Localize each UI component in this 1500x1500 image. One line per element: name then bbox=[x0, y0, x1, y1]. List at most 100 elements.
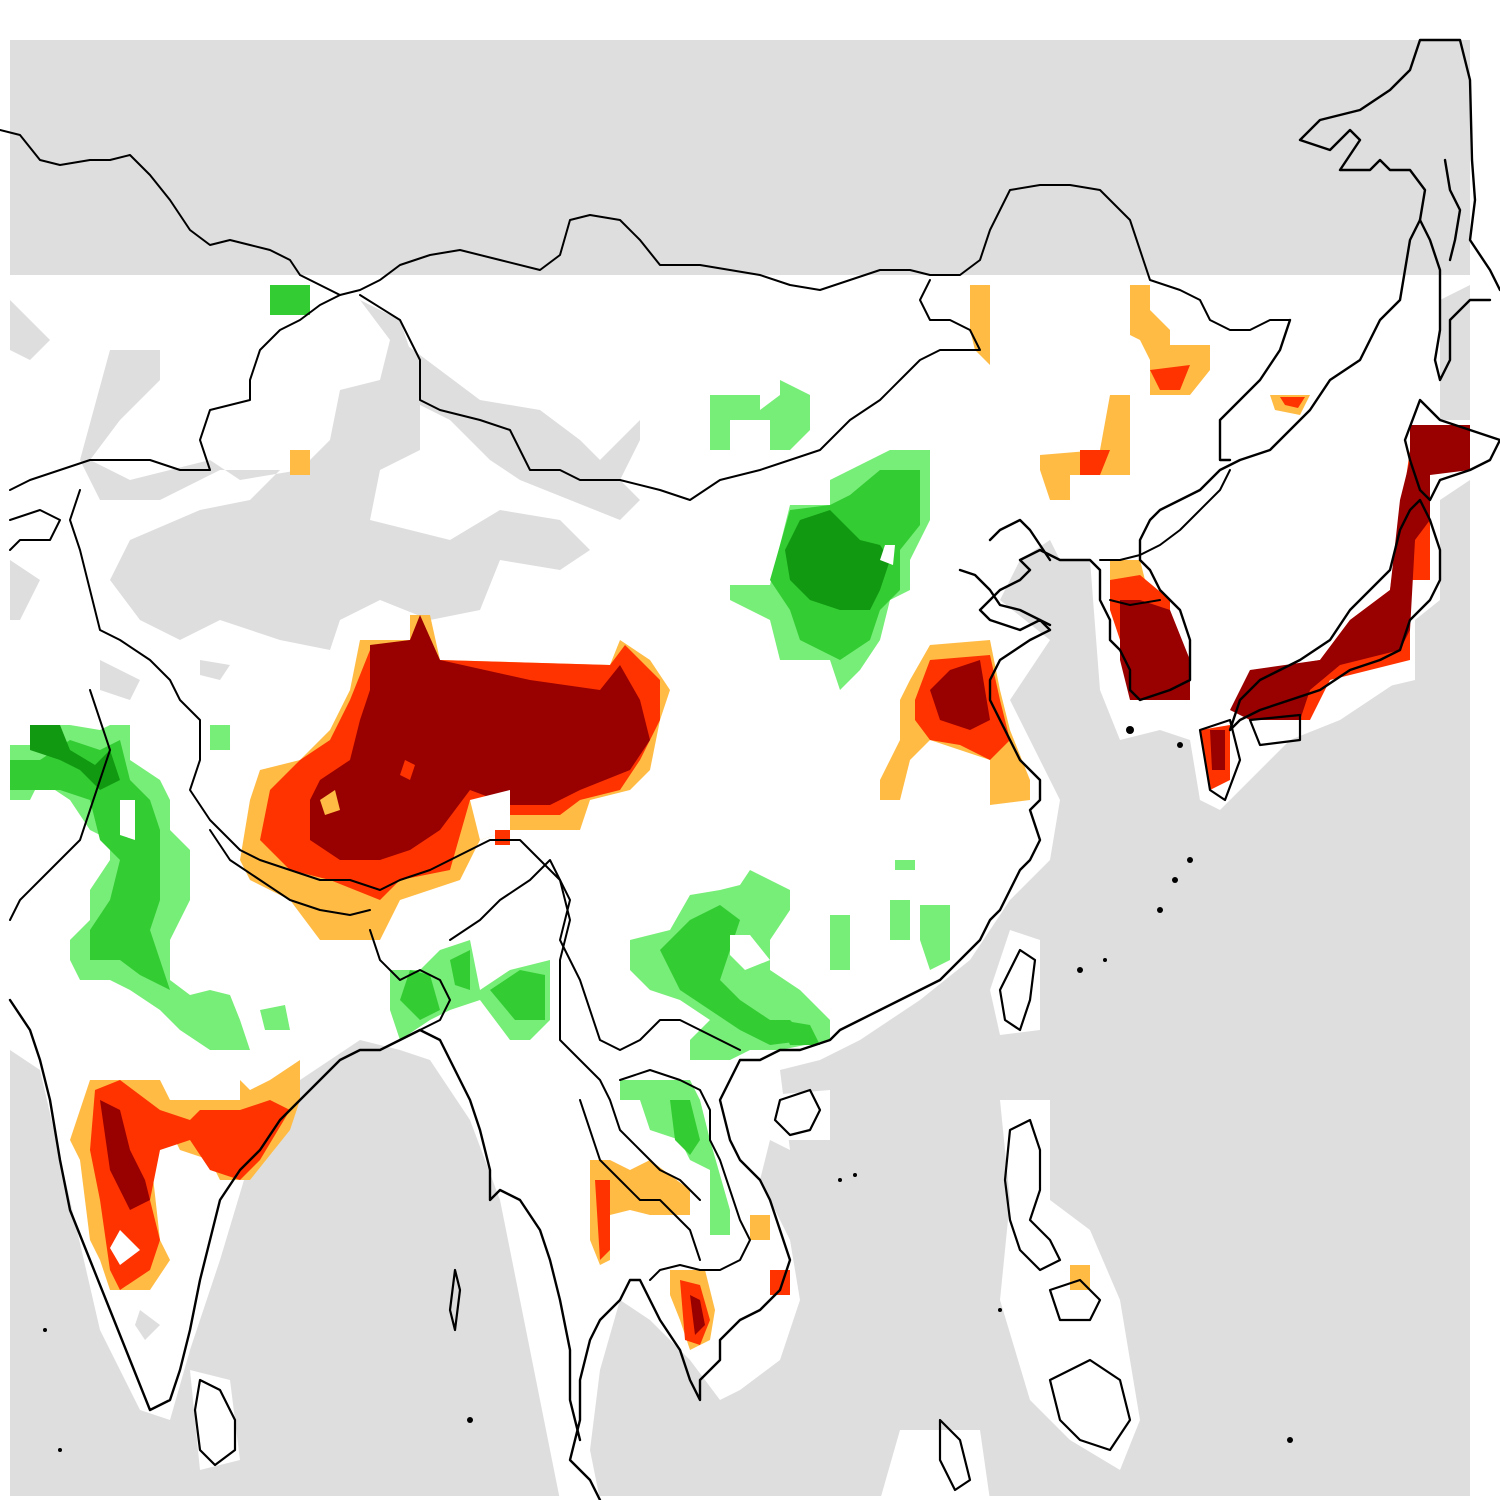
nepal-dry-spot bbox=[495, 830, 510, 845]
north-china-wet-extreme bbox=[785, 510, 890, 610]
andaman-outline bbox=[448, 1268, 462, 1332]
fujian-wet-moderate bbox=[890, 900, 910, 940]
qinghai-missing-left bbox=[10, 300, 50, 360]
sri-lanka-outline bbox=[193, 1378, 237, 1467]
assam-wet-2 bbox=[450, 950, 470, 990]
frame-right bbox=[1470, 0, 1500, 1500]
island-dot bbox=[43, 1328, 47, 1332]
manchuria-dry-severe bbox=[1150, 365, 1190, 390]
frame-left bbox=[0, 0, 10, 1500]
mindanao-outline bbox=[1048, 1358, 1132, 1452]
assam-wet-severe bbox=[400, 970, 440, 1020]
geographic-outlines bbox=[0, 38, 1500, 1500]
thailand-dry-moderate bbox=[590, 1160, 690, 1265]
india-dry-severe bbox=[90, 1080, 290, 1290]
small-islands bbox=[43, 726, 1293, 1452]
island-dot bbox=[1157, 907, 1163, 913]
kyrgyz-wet bbox=[270, 285, 310, 315]
manchuria-dry-moderate bbox=[1130, 285, 1210, 395]
kazakh-border bbox=[9, 294, 341, 491]
vietnam-dry-moderate bbox=[750, 1215, 770, 1240]
east-china-dry-extreme bbox=[930, 660, 990, 730]
india-wet-white bbox=[120, 800, 135, 840]
tibet-cut-white bbox=[470, 790, 510, 840]
korea-dry-extreme bbox=[1120, 600, 1190, 700]
wet-anomalies bbox=[10, 285, 950, 1235]
khabarovsk-dry-severe bbox=[1280, 397, 1305, 408]
sri-lanka-land bbox=[190, 1370, 240, 1470]
inner-mongolia-wet bbox=[710, 380, 810, 450]
myanmar-border bbox=[449, 859, 701, 1201]
south-china-white-notch bbox=[730, 935, 770, 970]
island-dot bbox=[998, 1308, 1002, 1312]
korea-border bbox=[1099, 469, 1231, 561]
tibet-moderate-notch bbox=[320, 790, 340, 815]
nk-sk-border bbox=[1109, 599, 1161, 606]
zhejiang-wet bbox=[895, 860, 915, 870]
liaodong-coast bbox=[988, 518, 1052, 562]
india-wet-spot bbox=[210, 725, 230, 750]
visayas-outline bbox=[1048, 1278, 1102, 1322]
himalaya-missing bbox=[100, 660, 140, 700]
island-dot bbox=[1077, 967, 1083, 973]
jilin-dry-moderate bbox=[1040, 395, 1130, 500]
island-dot bbox=[853, 1173, 857, 1177]
taiwan-outline bbox=[998, 948, 1037, 1032]
tibet-dry-extreme bbox=[310, 615, 650, 860]
shikoku-outline bbox=[1248, 713, 1302, 747]
sakhalin-coast bbox=[1418, 218, 1492, 382]
amur-dry-moderate bbox=[970, 285, 990, 365]
orissa-wet bbox=[260, 1005, 290, 1030]
island-dot bbox=[1126, 726, 1134, 734]
kyushu-dry-extreme bbox=[1210, 730, 1225, 770]
hokkaido-outline bbox=[1403, 398, 1500, 502]
pamir-missing bbox=[10, 560, 40, 620]
island-dot bbox=[838, 1178, 842, 1182]
tarim-missing bbox=[80, 300, 590, 650]
island-dot bbox=[1187, 857, 1193, 863]
japan-sea-coast-top bbox=[1218, 318, 1292, 462]
kyushu-outline bbox=[1198, 718, 1242, 802]
kamchatka-coast bbox=[1443, 158, 1462, 262]
south-china-wet-moderate bbox=[630, 870, 830, 1060]
honshu-outline bbox=[1228, 498, 1442, 732]
hainan-outline bbox=[773, 1088, 822, 1137]
gobi-missing bbox=[400, 340, 640, 520]
india-south-missing bbox=[135, 1310, 160, 1340]
indochina-borders bbox=[579, 1069, 751, 1281]
island-dot bbox=[1287, 1437, 1293, 1443]
palawan-outline bbox=[938, 1418, 972, 1492]
shandong-coast bbox=[958, 568, 1052, 627]
hainan-land bbox=[770, 1090, 830, 1140]
island-dot bbox=[1177, 742, 1183, 748]
frame-bottom bbox=[0, 1496, 1500, 1500]
ladakh-missing bbox=[200, 660, 230, 680]
pakistan-india-border bbox=[9, 689, 111, 921]
laos-wet-moderate bbox=[620, 1080, 730, 1235]
island-dot bbox=[1172, 877, 1178, 883]
laos-wet-severe bbox=[670, 1100, 700, 1155]
cambodia-dry-extreme bbox=[690, 1295, 705, 1335]
south-china-wet-severe bbox=[660, 905, 810, 1045]
tibet-severe-spot bbox=[400, 760, 415, 780]
jilin-dry-severe bbox=[1080, 450, 1110, 475]
india-dry-extreme bbox=[100, 1100, 150, 1210]
island-dot bbox=[58, 1448, 62, 1452]
russia-china-border bbox=[0, 129, 1291, 331]
india-wet-extreme bbox=[30, 725, 120, 790]
india-coast bbox=[8, 998, 582, 1442]
xinjiang-dry-spot bbox=[290, 450, 310, 475]
guangdong-wet-severe bbox=[780, 1020, 820, 1045]
jiangxi-wet bbox=[830, 915, 850, 970]
central-asia-borders bbox=[9, 489, 741, 1051]
myanmar-wet-severe bbox=[490, 970, 545, 1020]
mongolia-china-border bbox=[359, 279, 981, 501]
dry-anomalies bbox=[70, 285, 1470, 1350]
india-dry-white bbox=[110, 1230, 140, 1265]
okhotsk-coast bbox=[568, 38, 1500, 1500]
island-dot bbox=[467, 1417, 473, 1423]
nepal-border bbox=[209, 829, 371, 916]
thailand-dry-severe bbox=[595, 1180, 610, 1260]
bangladesh-border bbox=[369, 929, 451, 1031]
